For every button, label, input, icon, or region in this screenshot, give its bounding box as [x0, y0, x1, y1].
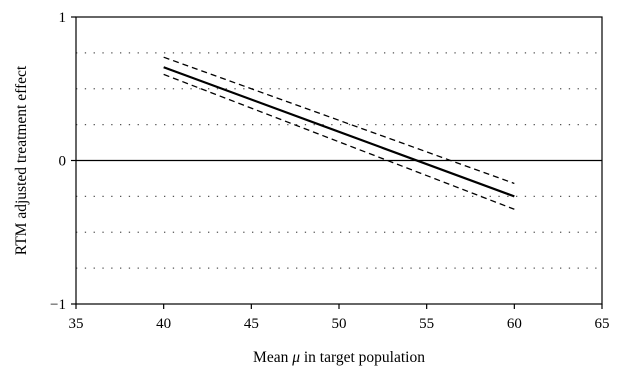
x-axis-label: Mean μ in target population — [253, 349, 425, 366]
x-tick-label-1: 40 — [156, 316, 171, 332]
x-axis-label-symbol: μ — [291, 349, 300, 366]
x-tick-label-3: 50 — [332, 316, 347, 332]
y-axis-label: RTM adjusted treatment effect — [13, 65, 30, 255]
x-axis: 35 40 45 50 55 60 65 — [69, 304, 610, 332]
series-layer — [163, 56, 515, 210]
y-tick-label-1: 0 — [59, 154, 67, 170]
estimate-line-0 — [163, 66, 515, 198]
confidence-bound-line-2 — [163, 73, 515, 210]
x-tick-label-6: 65 — [595, 316, 610, 332]
x-axis-label-suffix: in target population — [300, 349, 425, 366]
x-tick-label-4: 55 — [419, 316, 434, 332]
y-tick-label-0: −1 — [50, 297, 66, 313]
confidence-bound-line-1 — [163, 56, 515, 185]
x-tick-label-2: 45 — [244, 316, 259, 332]
x-tick-label-5: 60 — [507, 316, 522, 332]
y-axis: −1 0 1 — [50, 10, 76, 313]
y-tick-label-2: 1 — [59, 10, 67, 26]
x-axis-label-prefix: Mean — [253, 349, 292, 366]
x-tick-label-0: 35 — [69, 316, 84, 332]
